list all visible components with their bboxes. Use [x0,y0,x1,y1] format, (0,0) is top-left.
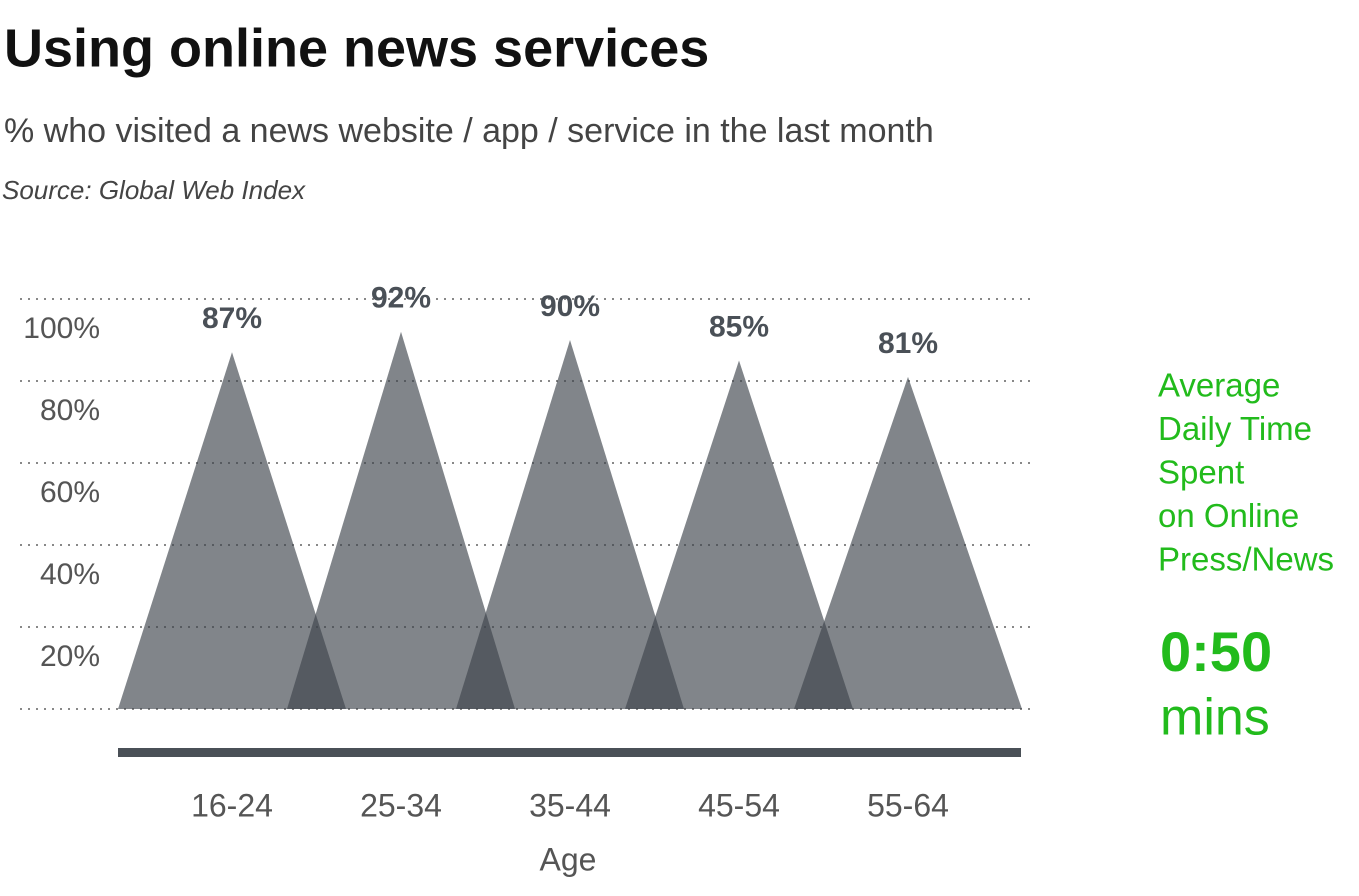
chart-subtitle: % who visited a news website / app / ser… [4,112,934,150]
value-label: 92% [371,282,431,315]
y-tick-label: 80% [40,394,100,427]
triangle-bar [625,360,853,709]
value-label: 85% [709,310,769,343]
value-label: 90% [540,290,600,323]
x-tick-label: 35-44 [529,787,611,823]
annotation-line: Average [1158,367,1280,404]
y-tick-label: 20% [40,640,100,673]
x-tick-label: 25-34 [360,787,442,823]
y-tick-label: 40% [40,558,100,591]
annotation-line: Daily Time [1158,410,1312,447]
annotation-line: on Online [1158,497,1299,534]
x-axis-bar [118,748,1021,757]
chart-title: Using online news services [4,18,709,78]
y-tick-label: 60% [40,476,100,509]
annotation-value: 0:50 [1160,620,1272,683]
y-tick-label: 100% [23,312,100,345]
annotation-line: Spent [1158,454,1244,491]
value-label: 81% [878,327,938,360]
x-tick-label: 55-64 [867,787,949,823]
x-tick-label: 16-24 [191,787,273,823]
triangle-bar [794,376,1022,709]
annotation-unit: mins [1160,689,1270,747]
chart-source: Source: Global Web Index [2,175,306,205]
annotation-line: Press/News [1158,541,1334,578]
x-tick-label: 45-54 [698,787,780,823]
triangle-bar [456,340,684,709]
triangle-bar [118,352,346,709]
triangle-bar [287,331,515,709]
x-axis-label: Age [540,841,597,877]
value-label: 87% [202,302,262,335]
